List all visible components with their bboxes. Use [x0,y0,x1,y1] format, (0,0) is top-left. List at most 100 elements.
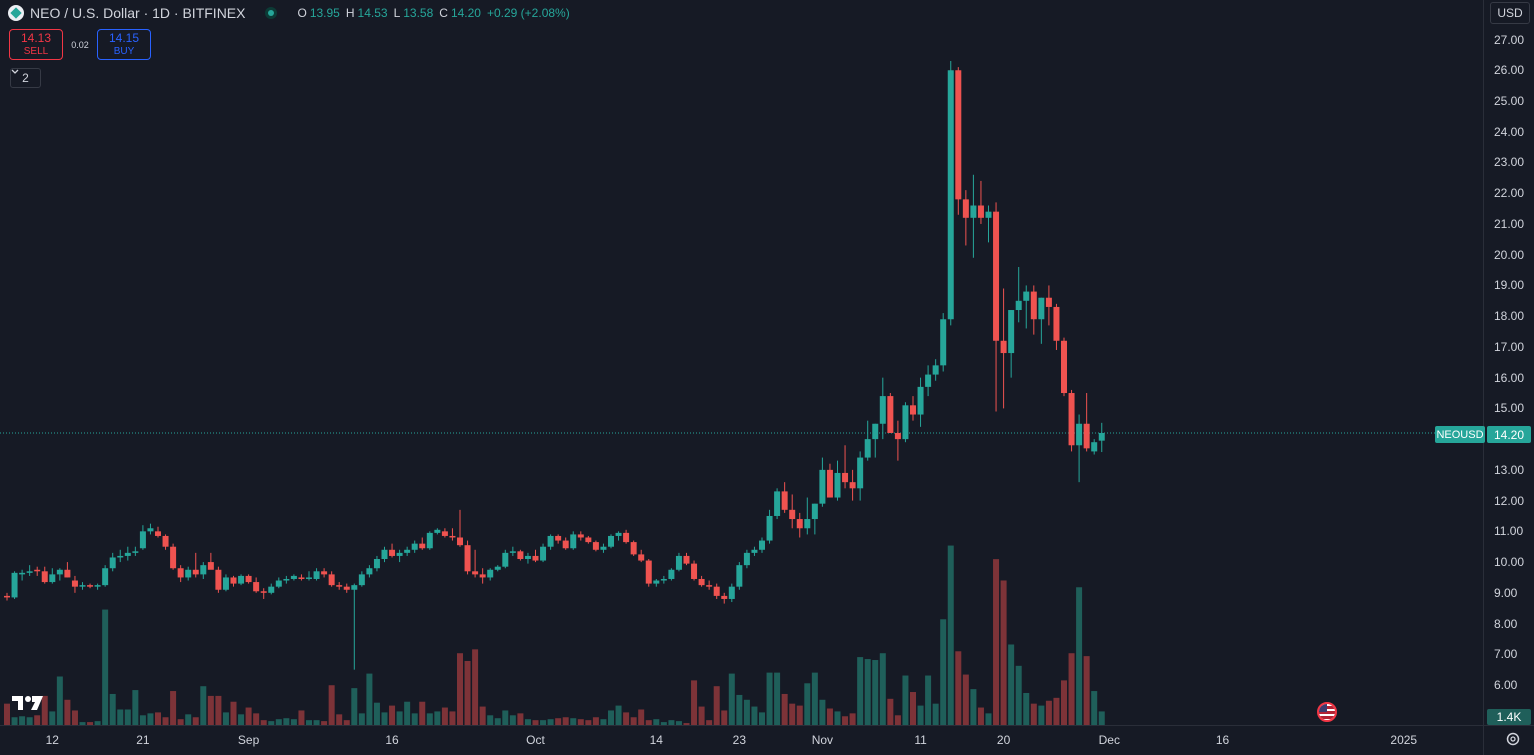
candle[interactable] [487,568,494,581]
candle[interactable] [925,365,932,397]
candle[interactable] [864,420,871,461]
candle[interactable] [1045,285,1052,326]
candle[interactable] [71,575,78,593]
candle[interactable] [1083,393,1090,452]
candle[interactable] [328,571,335,587]
candle[interactable] [630,540,637,556]
candle[interactable] [464,540,471,575]
candle[interactable] [313,568,320,581]
candle[interactable] [373,555,380,572]
indicators-toggle-button[interactable]: 2 [10,68,41,88]
candle[interactable] [570,531,577,550]
candle[interactable] [585,535,592,544]
candle[interactable] [683,552,690,566]
candle[interactable] [4,592,10,601]
candle[interactable] [1091,439,1098,455]
candle[interactable] [94,583,101,590]
candle[interactable] [283,575,290,584]
candle[interactable] [494,565,501,572]
buy-button[interactable]: 14.15 BUY [97,29,151,60]
candle[interactable] [192,552,199,578]
candle[interactable] [524,552,531,564]
candle[interactable] [1076,414,1083,483]
candle[interactable] [872,423,879,458]
candle[interactable] [638,549,645,563]
candle[interactable] [147,523,154,535]
candle[interactable] [917,377,924,427]
candle[interactable] [962,190,969,246]
candle[interactable] [600,543,607,553]
candle[interactable] [351,583,358,670]
candle[interactable] [811,503,818,535]
candle[interactable] [109,552,116,572]
candle[interactable] [132,546,139,556]
candle[interactable] [64,562,71,578]
candle[interactable] [321,568,328,578]
candle[interactable] [472,549,479,578]
candle[interactable] [698,575,705,587]
candle[interactable] [404,546,411,556]
candle[interactable] [902,402,909,443]
candle[interactable] [117,549,124,563]
candle[interactable] [826,463,833,498]
time-axis[interactable] [0,725,1483,755]
candle[interactable] [124,546,131,561]
candle[interactable] [985,205,992,243]
candle[interactable] [728,583,735,603]
candle[interactable] [449,528,456,541]
candle[interactable] [245,574,252,584]
candle[interactable] [781,482,788,513]
candle[interactable] [1098,422,1105,453]
candle[interactable] [1053,303,1060,350]
candle[interactable] [555,534,562,544]
candle[interactable] [222,574,229,592]
candle[interactable] [910,396,916,421]
candle[interactable] [834,460,841,501]
candle[interactable] [615,531,622,541]
candle[interactable] [668,568,675,581]
chart-pane[interactable] [0,0,1483,725]
price-axis[interactable] [1483,0,1534,725]
candle[interactable] [457,509,463,547]
candle[interactable] [751,546,758,556]
candle[interactable] [358,571,365,587]
candle[interactable] [766,509,773,544]
candle[interactable] [434,528,441,535]
candle[interactable] [253,577,260,593]
candle[interactable] [26,565,33,576]
tradingview-logo-icon[interactable] [12,694,44,712]
candle[interactable] [215,566,222,593]
candle[interactable] [298,574,305,581]
candle[interactable] [177,565,184,583]
candle[interactable] [502,549,509,569]
candle[interactable] [11,571,18,599]
candle[interactable] [1000,288,1007,409]
candle[interactable] [139,525,146,550]
candle[interactable] [290,574,297,581]
candle[interactable] [660,575,667,584]
candle[interactable] [19,569,26,581]
candle[interactable] [849,469,856,501]
candle[interactable] [887,393,894,433]
candle[interactable] [721,592,728,604]
candle[interactable] [426,531,433,550]
candle[interactable] [479,568,486,584]
candle[interactable] [743,549,750,569]
candle[interactable] [932,359,939,381]
candle[interactable] [706,580,713,590]
candle[interactable] [34,566,41,576]
candle[interactable] [819,457,826,507]
candle[interactable] [970,174,977,258]
currency-button[interactable]: USD [1490,2,1530,24]
candle[interactable] [41,566,48,584]
us-flag-icon[interactable] [1317,702,1337,722]
candle[interactable] [955,67,962,215]
candle[interactable] [396,549,403,563]
candle[interactable] [623,529,630,544]
candle[interactable] [170,543,177,570]
candle[interactable] [977,180,984,224]
candle[interactable] [260,588,267,599]
chart-canvas[interactable] [0,0,1483,725]
candle[interactable] [275,577,282,589]
candle[interactable] [230,575,237,587]
